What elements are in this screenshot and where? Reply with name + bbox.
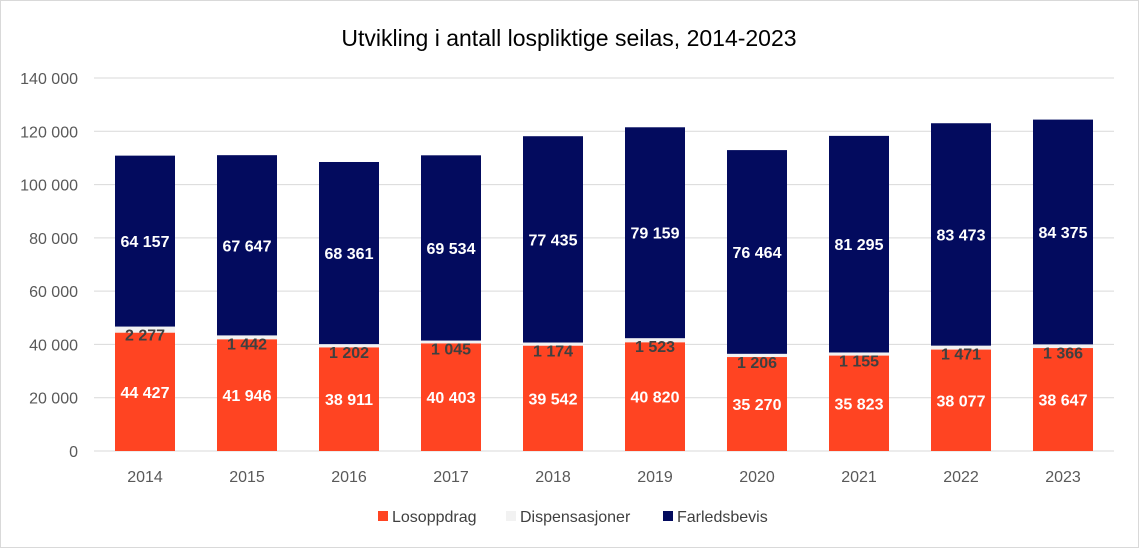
data-label-losoppdrag: 41 946 <box>223 388 272 405</box>
bar-farledsbevis-2017 <box>421 155 481 341</box>
bar-farledsbevis-2019 <box>625 127 685 339</box>
bar-dispensasjoner-2016 <box>319 344 379 348</box>
bar-farledsbevis-2015 <box>217 155 277 336</box>
x-tick-label: 2020 <box>739 469 775 486</box>
data-label-losoppdrag: 38 077 <box>937 393 986 410</box>
data-label-dispensasjoner: 1 206 <box>737 355 777 372</box>
data-label-losoppdrag: 39 542 <box>529 391 578 408</box>
bar-losoppdrag-2018 <box>523 345 583 451</box>
legend-swatch-losoppdrag <box>378 511 388 521</box>
bar-losoppdrag-2023 <box>1033 348 1093 451</box>
bar-losoppdrag-2017 <box>421 343 481 451</box>
data-label-dispensasjoner: 1 174 <box>533 344 573 361</box>
data-label-dispensasjoner: 1 442 <box>227 336 267 353</box>
data-label-losoppdrag: 38 911 <box>325 392 373 409</box>
bar-losoppdrag-2020 <box>727 357 787 451</box>
data-label-farledsbevis: 77 435 <box>529 232 578 249</box>
x-tick-label: 2014 <box>127 469 163 486</box>
y-axis: 0 20 000 40 000 60 000 80 000 100 000 120 000 1… <box>20 71 78 461</box>
x-tick-label: 2023 <box>1045 469 1081 486</box>
y-tick-label: 0 <box>69 444 78 461</box>
data-label-losoppdrag: 35 270 <box>733 397 782 414</box>
bar-farledsbevis-2018 <box>523 136 583 343</box>
legend-swatch-dispensasjoner <box>506 511 516 521</box>
bar-dispensasjoner-2022 <box>931 345 991 350</box>
data-label-farledsbevis: 64 157 <box>121 234 170 251</box>
bar-dispensasjoner-2019 <box>625 338 685 343</box>
bar-losoppdrag-2021 <box>829 355 889 451</box>
data-label-dispensasjoner: 1 155 <box>839 353 879 370</box>
data-label-losoppdrag: 38 647 <box>1039 393 1088 410</box>
data-label-losoppdrag: 35 823 <box>835 396 884 413</box>
bar-losoppdrag-2019 <box>625 342 685 451</box>
bar-losoppdrag-2015 <box>217 339 277 451</box>
legend: Losoppdrag Dispensasjoner Farledsbevis <box>378 509 768 526</box>
y-tick-label: 120 000 <box>20 124 78 141</box>
bar-losoppdrag-2016 <box>319 347 379 451</box>
legend-label-dispensasjoner: Dispensasjoner <box>520 509 631 526</box>
data-label-dispensasjoner: 1 202 <box>329 345 369 362</box>
data-label-dispensasjoner: 2 277 <box>125 328 165 345</box>
x-tick-label: 2018 <box>535 469 571 486</box>
bar-dispensasjoner-2020 <box>727 353 787 358</box>
bar-farledsbevis-2021 <box>829 135 889 353</box>
bar-dispensasjoner-2014 <box>115 326 175 333</box>
x-tick-label: 2017 <box>433 469 469 486</box>
data-label-farledsbevis: 67 647 <box>223 238 272 255</box>
bar-dispensasjoner-2021 <box>829 352 889 356</box>
x-axis: 2014 2015 2016 2017 2018 2019 2020 2021 2022 2023 <box>127 469 1081 486</box>
x-tick-label: 2019 <box>637 469 673 486</box>
data-label-dispensasjoner: 1 471 <box>941 347 981 364</box>
data-label-dispensasjoner: 1 366 <box>1043 345 1083 362</box>
legend-label-farledsbevis: Farledsbevis <box>677 509 768 526</box>
data-label-farledsbevis: 76 464 <box>733 245 782 262</box>
data-label-losoppdrag: 44 427 <box>121 385 170 402</box>
bar-dispensasjoner-2023 <box>1033 344 1093 349</box>
bars: 44 427 2 277 64 157 41 946 1 442 67 647 38 911… <box>115 119 1093 451</box>
y-tick-label: 140 000 <box>20 71 78 88</box>
y-tick-label: 100 000 <box>20 178 78 195</box>
y-tick-label: 20 000 <box>29 391 78 408</box>
data-label-losoppdrag: 40 820 <box>631 390 680 407</box>
data-label-dispensasjoner: 1 045 <box>431 342 471 359</box>
data-label-farledsbevis: 84 375 <box>1039 225 1088 242</box>
bar-farledsbevis-2023 <box>1033 119 1093 345</box>
bar-farledsbevis-2022 <box>931 123 991 346</box>
x-tick-label: 2021 <box>841 469 877 486</box>
y-tick-label: 40 000 <box>29 337 78 354</box>
data-label-losoppdrag: 40 403 <box>427 390 476 407</box>
bar-farledsbevis-2020 <box>727 150 787 354</box>
data-label-farledsbevis: 79 159 <box>631 226 680 243</box>
x-tick-label: 2022 <box>943 469 979 486</box>
bar-losoppdrag-2014 <box>115 332 175 451</box>
data-label-farledsbevis: 68 361 <box>325 246 374 263</box>
y-tick-label: 80 000 <box>29 231 78 248</box>
chart-title: Utvikling i antall lospliktige seilas, 2… <box>341 25 796 51</box>
legend-swatch-farledsbevis <box>663 511 673 521</box>
data-label-farledsbevis: 69 534 <box>427 241 476 258</box>
bar-farledsbevis-2016 <box>319 161 379 345</box>
bar-farledsbevis-2014 <box>115 155 175 327</box>
x-tick-label: 2016 <box>331 469 367 486</box>
x-tick-label: 2015 <box>229 469 265 486</box>
y-tick-label: 60 000 <box>29 284 78 301</box>
data-label-dispensasjoner: 1 523 <box>635 339 675 356</box>
bar-losoppdrag-2022 <box>931 349 991 451</box>
bar-dispensasjoner-2017 <box>421 340 481 344</box>
bar-dispensasjoner-2015 <box>217 335 277 340</box>
bar-dispensasjoner-2018 <box>523 342 583 346</box>
legend-label-losoppdrag: Losoppdrag <box>392 509 477 526</box>
data-label-farledsbevis: 81 295 <box>835 237 884 254</box>
data-label-farledsbevis: 83 473 <box>937 227 986 244</box>
